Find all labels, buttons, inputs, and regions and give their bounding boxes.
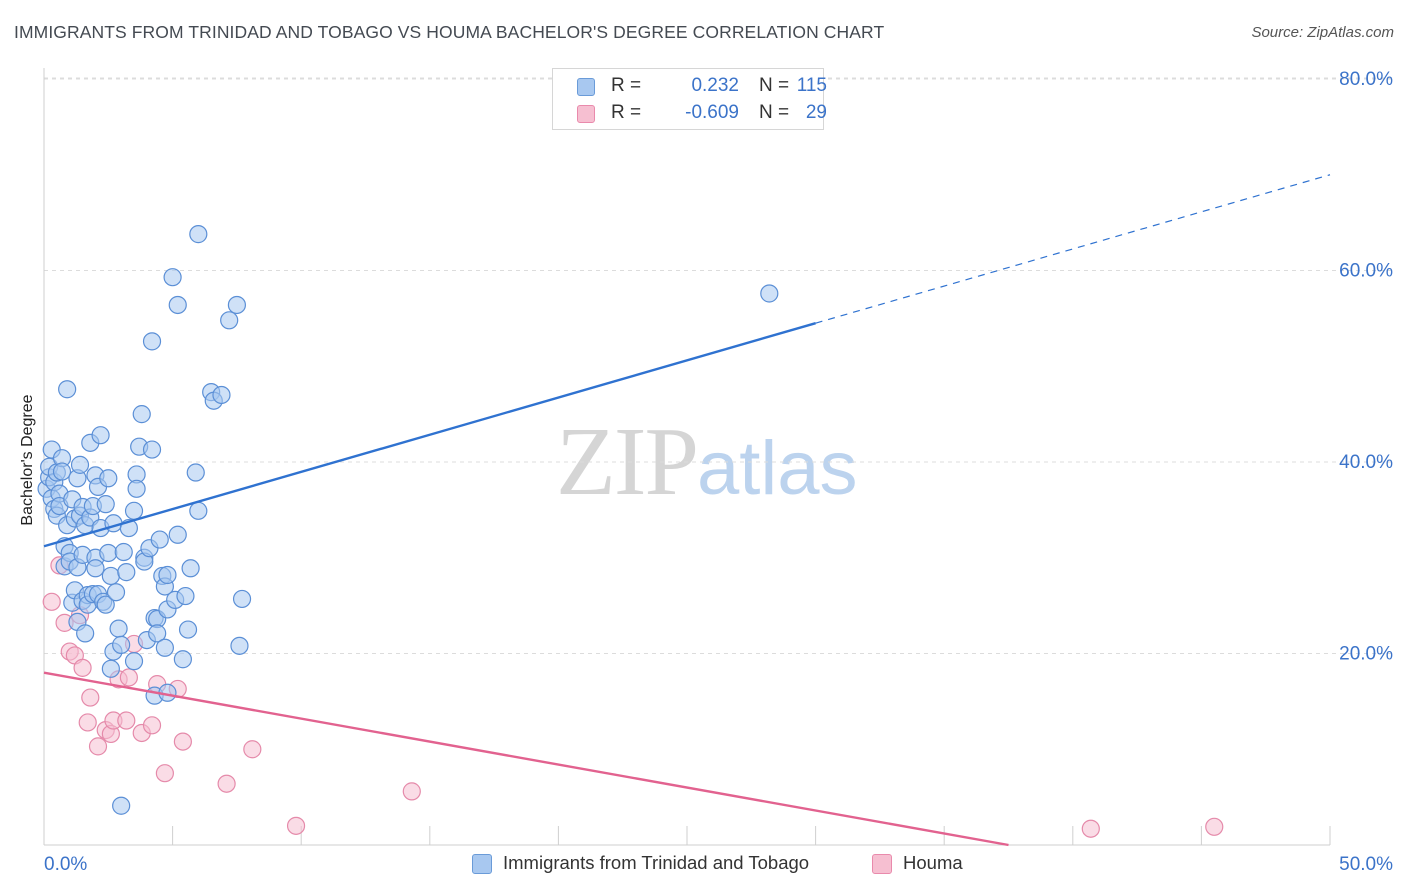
- stats-swatch-pink: [577, 105, 595, 123]
- trinidad-trend-extension: [815, 174, 1331, 324]
- houma-point: [81, 688, 100, 707]
- legend-label: Houma: [903, 852, 963, 873]
- chart-title: IMMIGRANTS FROM TRINIDAD AND TOBAGO VS H…: [14, 22, 885, 42]
- trinidad-point: [124, 652, 144, 671]
- trinidad-point: [230, 636, 249, 655]
- trinidad-point: [76, 624, 95, 643]
- trinidad-point: [158, 565, 177, 585]
- trinidad-point: [232, 589, 252, 609]
- stats-legend: R = 0.232 N = 115 R = -0.609 N = 29: [552, 68, 827, 130]
- houma-point: [78, 713, 97, 732]
- trinidad-point: [186, 463, 205, 482]
- trinidad-point: [112, 796, 131, 815]
- trinidad-point: [760, 284, 779, 303]
- trinidad-point: [181, 559, 200, 578]
- houma-point: [173, 732, 192, 751]
- watermark-zip: ZIP: [556, 408, 699, 516]
- trinidad-point: [150, 530, 169, 549]
- trinidad-point: [127, 479, 146, 498]
- trinidad-point: [99, 543, 118, 563]
- n-label: N =: [759, 102, 790, 123]
- x-tick-label: 50.0%: [1339, 854, 1393, 875]
- stats-swatch-blue: [577, 78, 595, 96]
- houma-point: [142, 716, 162, 735]
- trinidad-point: [109, 619, 128, 638]
- trinidad-point: [220, 311, 239, 330]
- houma-point: [42, 592, 61, 611]
- trinidad-point: [176, 586, 195, 606]
- trinidad-point: [189, 501, 208, 520]
- trinidad-point: [168, 525, 187, 544]
- trinidad-point: [124, 501, 144, 520]
- y-tick-label: 60.0%: [1339, 261, 1393, 282]
- trinidad-point: [101, 566, 120, 586]
- houma-point: [73, 658, 92, 677]
- r-value: 0.232: [691, 75, 739, 96]
- trinidad-point: [101, 659, 120, 678]
- houma-point: [217, 774, 236, 793]
- houma-point: [1081, 819, 1100, 838]
- trinidad-point: [212, 385, 231, 405]
- trinidad-point: [132, 405, 151, 424]
- trinidad-point: [142, 440, 162, 459]
- trinidad-point: [58, 380, 77, 399]
- trinidad-point: [168, 295, 187, 315]
- houma-point: [1205, 817, 1224, 836]
- legend-swatch-pink: [872, 854, 892, 874]
- legend-swatch-blue: [472, 854, 492, 874]
- houma-point: [117, 711, 136, 730]
- trinidad-point: [155, 638, 174, 657]
- trinidad-point: [96, 495, 115, 514]
- n-label: N =: [759, 75, 790, 96]
- watermark: ZIPatlas: [556, 404, 858, 518]
- trinidad-point: [99, 469, 118, 488]
- trinidad-point: [70, 455, 90, 474]
- y-tick-label: 20.0%: [1339, 644, 1393, 665]
- houma-point: [286, 816, 306, 835]
- trinidad-point: [91, 426, 110, 445]
- trinidad-point: [227, 295, 246, 315]
- source-label: Source: ZipAtlas.com: [1251, 24, 1394, 41]
- series-legend: Immigrants from Trinidad and Tobago Houm…: [0, 852, 1406, 878]
- trinidad-point: [86, 559, 105, 578]
- trinidad-point: [52, 462, 72, 481]
- trinidad-point: [173, 650, 192, 669]
- trinidad-point: [106, 583, 126, 602]
- trinidad-point: [114, 542, 133, 562]
- houma-point: [155, 764, 174, 783]
- y-axis-label: Bachelor's Degree: [19, 394, 36, 526]
- trinidad-point: [148, 624, 167, 643]
- trinidad-point: [117, 563, 136, 582]
- r-label: R =: [611, 102, 642, 123]
- r-value: -0.609: [685, 102, 739, 123]
- houma-point: [88, 737, 108, 756]
- y-tick-label: 40.0%: [1339, 452, 1393, 473]
- x-tick-label: 0.0%: [44, 854, 87, 875]
- trinidad-trend-line: [43, 322, 816, 548]
- trinidad-point: [178, 620, 198, 639]
- n-value: 115: [796, 75, 827, 96]
- watermark-atlas: atlas: [697, 426, 858, 511]
- houma-trend-line: [43, 671, 1009, 847]
- houma-point: [402, 782, 421, 801]
- r-label: R =: [611, 75, 642, 96]
- houma-point: [243, 740, 262, 759]
- houma-point: [119, 668, 138, 687]
- trinidad-point: [163, 268, 182, 287]
- trinidad-point: [112, 635, 131, 654]
- trinidad-point: [189, 225, 208, 244]
- y-tick-label: 80.0%: [1339, 69, 1393, 90]
- trinidad-point: [142, 332, 162, 351]
- legend-label: Immigrants from Trinidad and Tobago: [503, 852, 810, 873]
- trinidad-point: [96, 595, 115, 614]
- n-value: 29: [805, 102, 827, 123]
